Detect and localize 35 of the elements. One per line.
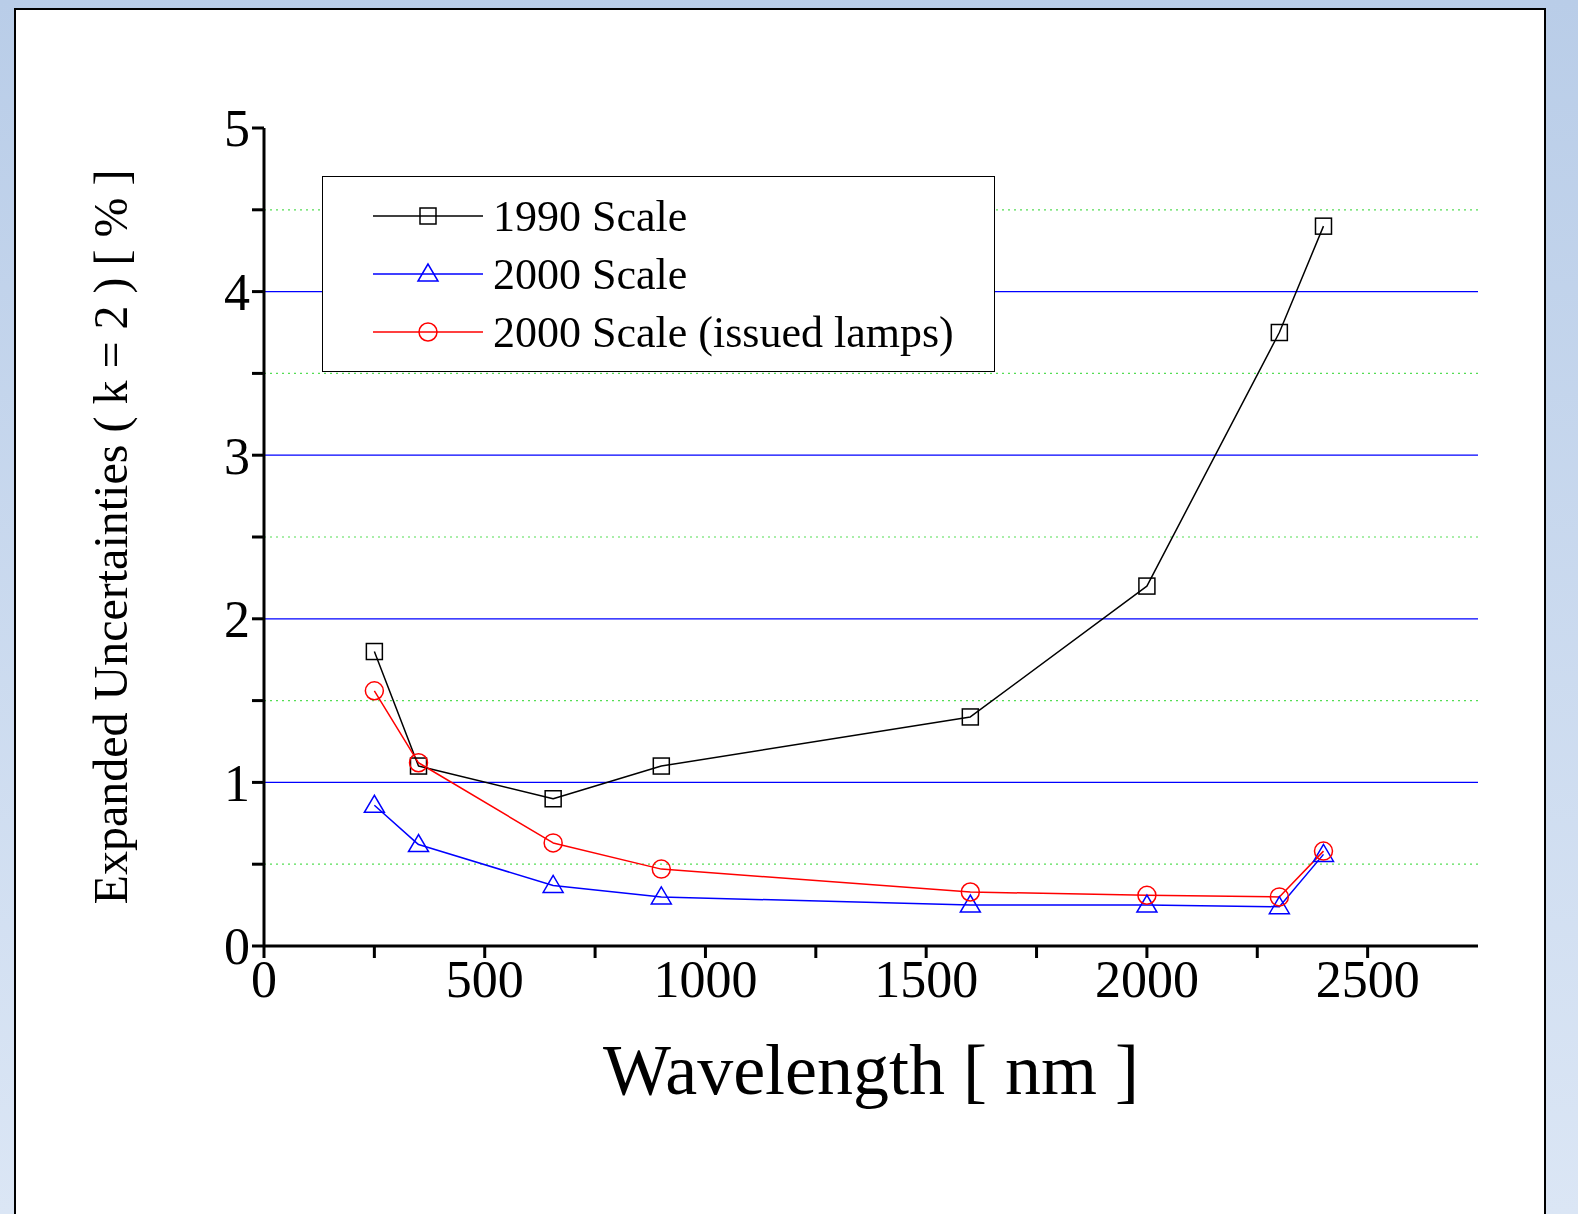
y-tick-label: 5 (224, 100, 250, 158)
legend-label: 2000 Scale (493, 248, 688, 300)
point (960, 882, 981, 902)
point (1270, 323, 1289, 342)
x-tick-label: 1000 (653, 950, 758, 1008)
point (961, 708, 980, 726)
point (1268, 895, 1291, 915)
y-tick-label: 1 (224, 754, 250, 812)
point (1138, 577, 1156, 595)
y-tick-label: 4 (224, 264, 250, 322)
point (365, 642, 384, 661)
point (407, 833, 430, 853)
legend-label: 1990 Scale (493, 190, 688, 242)
y-axis-title: Expanded Uncertainties ( k = 2 ) [ % ] (84, 169, 139, 905)
x-tick-label: 2500 (1315, 950, 1420, 1008)
legend-label: 2000 Scale (issued lamps) (493, 306, 954, 358)
point (1136, 894, 1158, 913)
point (1314, 217, 1333, 235)
point (651, 859, 672, 879)
point (1269, 887, 1290, 907)
point (363, 794, 386, 814)
point (544, 790, 562, 808)
point (543, 833, 563, 853)
point (364, 681, 385, 701)
point (652, 757, 671, 775)
x-tick-label: 1500 (874, 950, 979, 1008)
point (542, 874, 564, 894)
x-tick-label: 2000 (1094, 950, 1199, 1008)
y-tick-label: 3 (224, 427, 250, 485)
point (650, 886, 673, 905)
x-tick-label: 500 (445, 950, 524, 1008)
y-tick-label: 2 (224, 591, 250, 649)
x-axis-title: Wavelength [ nm ] (602, 1030, 1140, 1110)
point (959, 894, 982, 913)
point (1137, 885, 1157, 906)
